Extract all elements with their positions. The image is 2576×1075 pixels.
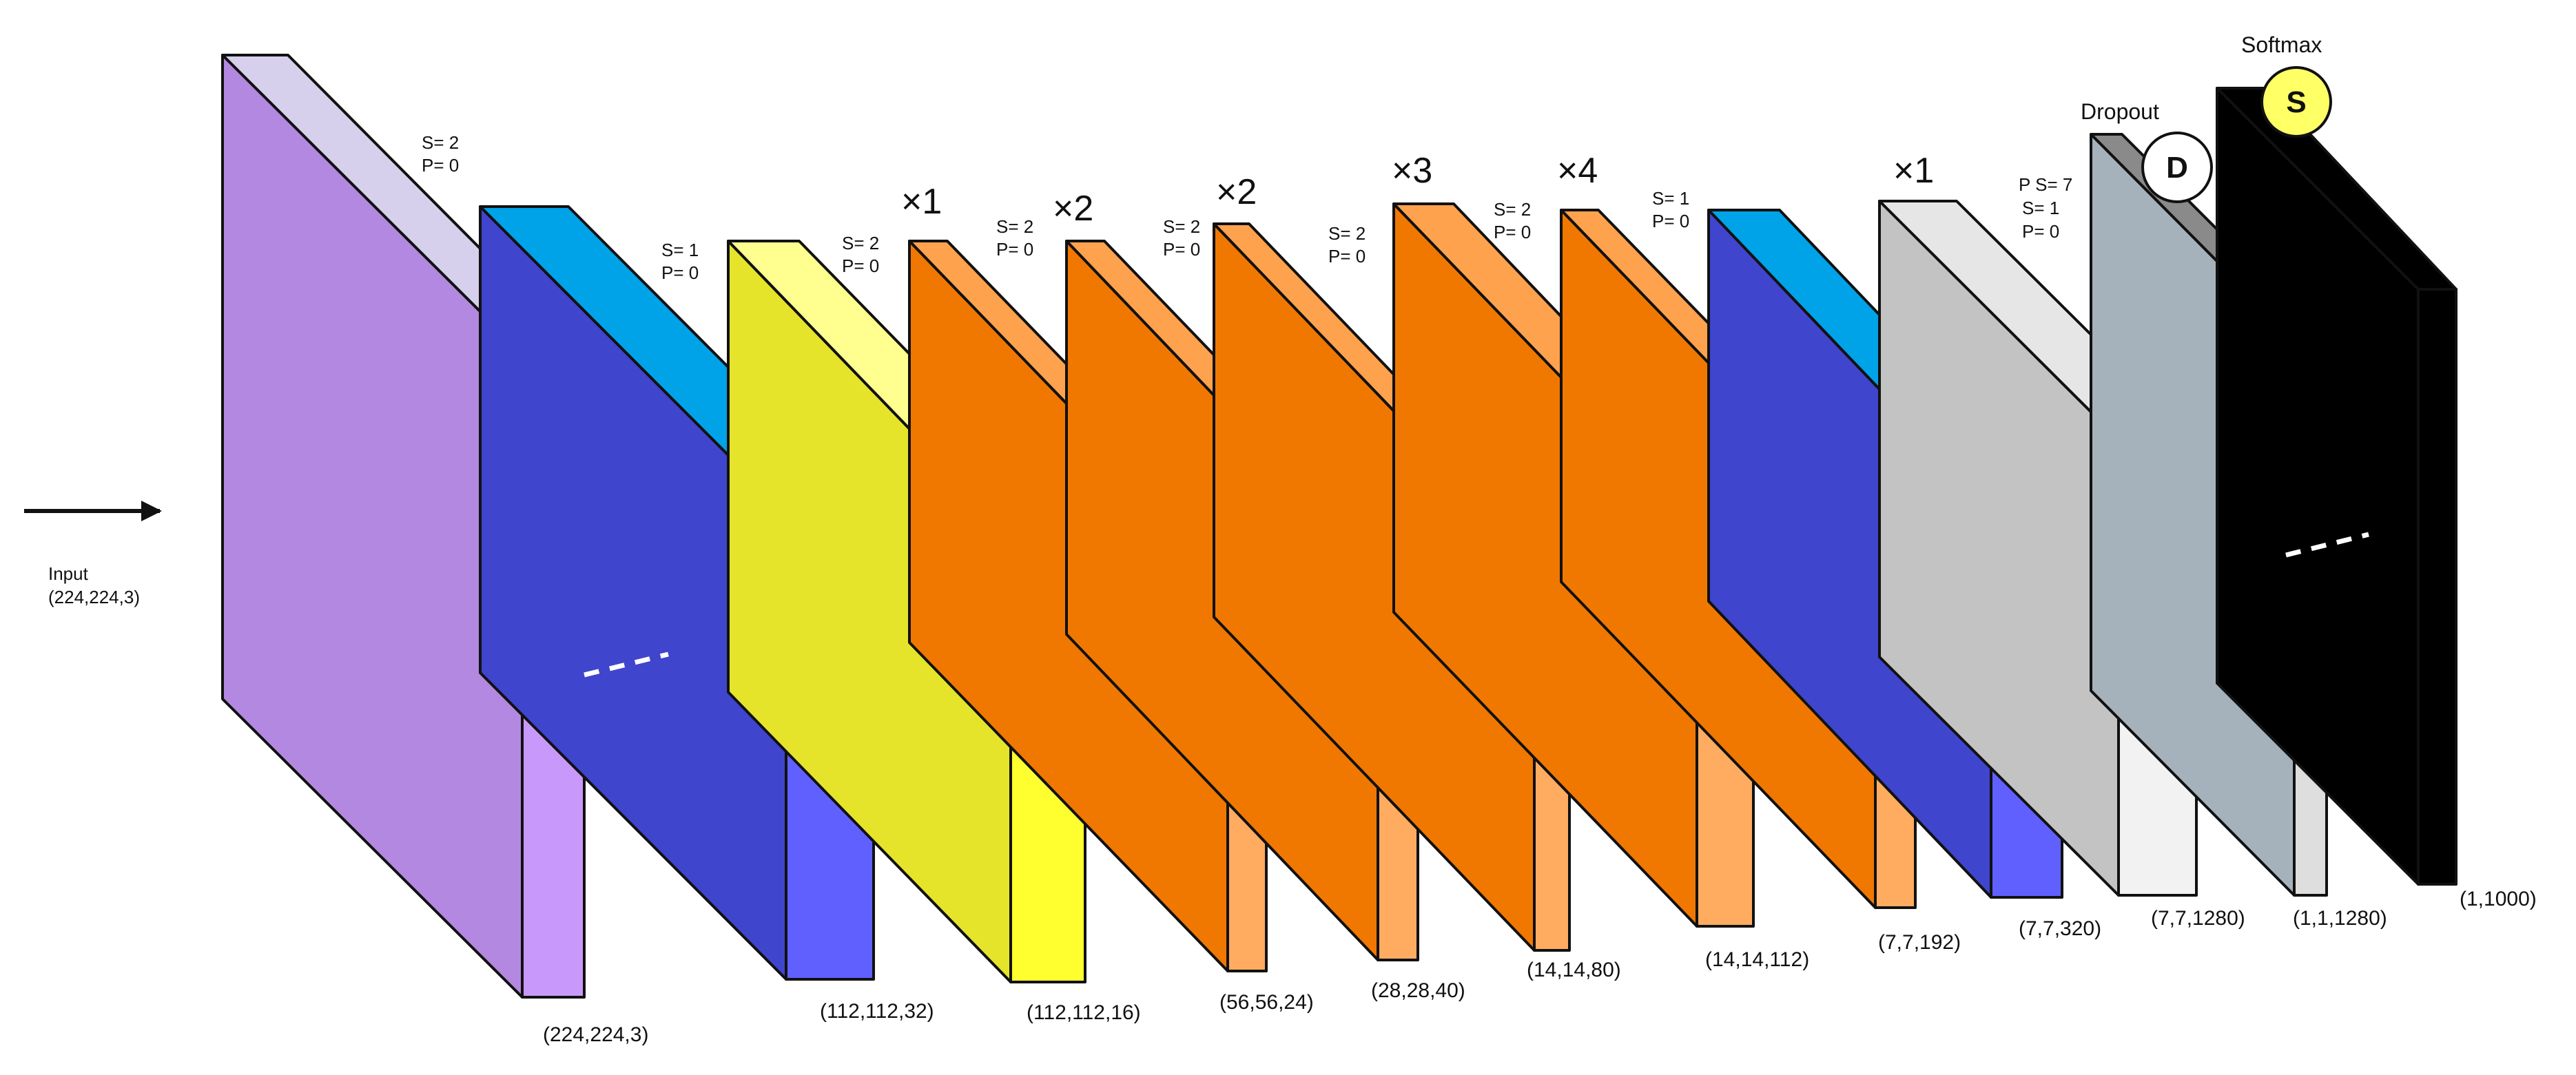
dim-label-l0: (224,224,3) — [543, 1023, 648, 1046]
padding-label-l2: P= 0 — [842, 255, 879, 276]
padding-label-l8: P= 0 — [2022, 221, 2059, 242]
repeat-label-l6: ×4 — [1557, 151, 1598, 191]
dim-label-l4: (28,28,40) — [1371, 979, 1465, 1002]
padding-label-l7: P= 0 — [1652, 211, 1689, 231]
dropout-title: Dropout — [2081, 99, 2159, 124]
softmax-circle-icon — [2260, 66, 2332, 138]
stride-label-l4: S= 2 — [1163, 216, 1200, 237]
stride-label-l3: S= 2 — [996, 216, 1033, 237]
pool-stride-label-l8: P S= 7 — [2019, 174, 2072, 195]
dim-label-l8: (7,7,320) — [2019, 917, 2101, 940]
dim-label-l3: (56,56,24) — [1219, 991, 1314, 1014]
stride-label-l0: S= 2 — [422, 132, 459, 153]
stride-label-l5: S= 2 — [1328, 223, 1366, 244]
dim-label-l7: (7,7,192) — [1878, 931, 1961, 954]
repeat-label-l3: ×2 — [1053, 189, 1093, 229]
dim-label-l10: (1,1,1280) — [2293, 907, 2387, 930]
dropout-circle-letter: D — [2166, 151, 2188, 185]
stride-label-l8: S= 1 — [2022, 198, 2059, 218]
repeat-label-l4: ×2 — [1216, 172, 1257, 212]
padding-label-l0: P= 0 — [422, 155, 459, 176]
dim-label-l6: (14,14,112) — [1705, 948, 1809, 971]
padding-label-l3: P= 0 — [996, 239, 1033, 260]
dim-label-l1: (112,112,32) — [820, 1000, 934, 1023]
stride-label-l7: S= 1 — [1652, 188, 1689, 209]
layer-block-l11 — [2216, 87, 2457, 886]
stride-label-l1: S= 1 — [661, 240, 699, 260]
input-shape-label: (224,224,3) — [48, 587, 140, 607]
repeat-label-l8: ×1 — [1893, 151, 1934, 191]
padding-label-l4: P= 0 — [1163, 239, 1200, 260]
repeat-label-l2: ×1 — [901, 182, 942, 222]
padding-label-l6: P= 0 — [1494, 222, 1531, 242]
layer-l11-side-face — [2417, 288, 2457, 886]
dim-label-l2: (112,112,16) — [1027, 1001, 1141, 1024]
padding-label-l5: P= 0 — [1328, 246, 1366, 267]
stride-label-l6: S= 2 — [1494, 199, 1531, 220]
dim-label-l11: (1,1000) — [2460, 888, 2537, 910]
stride-label-l2: S= 2 — [842, 233, 879, 253]
dim-label-l9: (7,7,1280) — [2151, 907, 2245, 930]
softmax-title: Softmax — [2241, 32, 2322, 57]
connector-dash-first — [584, 651, 669, 678]
connector-dash-last — [2285, 532, 2369, 558]
repeat-label-l5: ×3 — [1392, 151, 1432, 191]
input-label: Input — [48, 563, 89, 584]
dropout-circle-icon — [2141, 132, 2213, 203]
padding-label-l1: P= 0 — [661, 262, 699, 283]
softmax-circle-letter: S — [2286, 85, 2306, 119]
dim-label-l5: (14,14,80) — [1527, 959, 1621, 981]
